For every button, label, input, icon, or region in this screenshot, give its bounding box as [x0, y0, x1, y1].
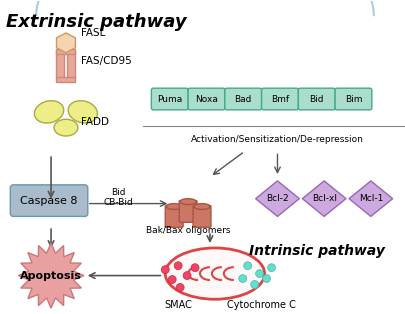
- Text: Bad: Bad: [234, 95, 251, 104]
- Text: SMAC: SMAC: [164, 300, 192, 310]
- Circle shape: [250, 280, 258, 288]
- Text: Noxa: Noxa: [194, 95, 217, 104]
- FancyBboxPatch shape: [10, 185, 87, 216]
- FancyBboxPatch shape: [151, 88, 188, 110]
- Circle shape: [176, 284, 184, 291]
- FancyBboxPatch shape: [56, 51, 64, 78]
- Text: Activation/Sensitization/De-repression: Activation/Sensitization/De-repression: [191, 135, 363, 144]
- Circle shape: [267, 264, 275, 272]
- FancyBboxPatch shape: [56, 77, 75, 82]
- Circle shape: [168, 276, 176, 284]
- Circle shape: [262, 274, 270, 283]
- Text: Bmf: Bmf: [270, 95, 288, 104]
- Circle shape: [191, 264, 198, 272]
- Text: Caspase 8: Caspase 8: [20, 196, 78, 206]
- FancyBboxPatch shape: [188, 88, 224, 110]
- Text: CB-Bid: CB-Bid: [103, 198, 133, 207]
- Polygon shape: [302, 181, 345, 216]
- Ellipse shape: [34, 101, 64, 123]
- Text: Mcl-1: Mcl-1: [358, 194, 382, 203]
- Text: Cytochrome C: Cytochrome C: [227, 300, 295, 310]
- Circle shape: [238, 274, 246, 283]
- FancyBboxPatch shape: [261, 88, 298, 110]
- Circle shape: [255, 270, 263, 278]
- Polygon shape: [18, 243, 83, 308]
- Ellipse shape: [68, 101, 97, 123]
- Text: Apoptosis: Apoptosis: [20, 271, 82, 281]
- Ellipse shape: [166, 203, 182, 209]
- Text: Bcl-2: Bcl-2: [266, 194, 288, 203]
- FancyBboxPatch shape: [67, 51, 75, 78]
- Ellipse shape: [165, 248, 264, 299]
- Ellipse shape: [54, 119, 78, 136]
- FancyBboxPatch shape: [298, 88, 334, 110]
- Text: FAS/CD95: FAS/CD95: [81, 56, 131, 66]
- FancyBboxPatch shape: [56, 49, 75, 54]
- Ellipse shape: [194, 203, 209, 209]
- Text: Bak/Bax oligomers: Bak/Bax oligomers: [145, 226, 230, 235]
- Circle shape: [174, 262, 182, 270]
- Text: Bim: Bim: [344, 95, 361, 104]
- FancyBboxPatch shape: [334, 88, 371, 110]
- Text: Intrinsic pathway: Intrinsic pathway: [249, 244, 384, 258]
- FancyBboxPatch shape: [193, 206, 211, 227]
- FancyBboxPatch shape: [165, 206, 183, 227]
- Text: Bid: Bid: [111, 188, 126, 197]
- Circle shape: [243, 262, 251, 270]
- Ellipse shape: [180, 199, 196, 204]
- Circle shape: [161, 266, 169, 273]
- FancyBboxPatch shape: [179, 201, 196, 222]
- Text: Puma: Puma: [157, 95, 182, 104]
- Polygon shape: [56, 33, 75, 53]
- Text: Bid: Bid: [309, 95, 323, 104]
- Text: FASL: FASL: [81, 28, 105, 38]
- Text: FADD: FADD: [81, 117, 109, 127]
- Circle shape: [183, 272, 191, 279]
- Text: Extrinsic pathway: Extrinsic pathway: [6, 13, 187, 31]
- Polygon shape: [255, 181, 298, 216]
- Polygon shape: [348, 181, 392, 216]
- FancyBboxPatch shape: [224, 88, 261, 110]
- Text: Bcl-xl: Bcl-xl: [311, 194, 336, 203]
